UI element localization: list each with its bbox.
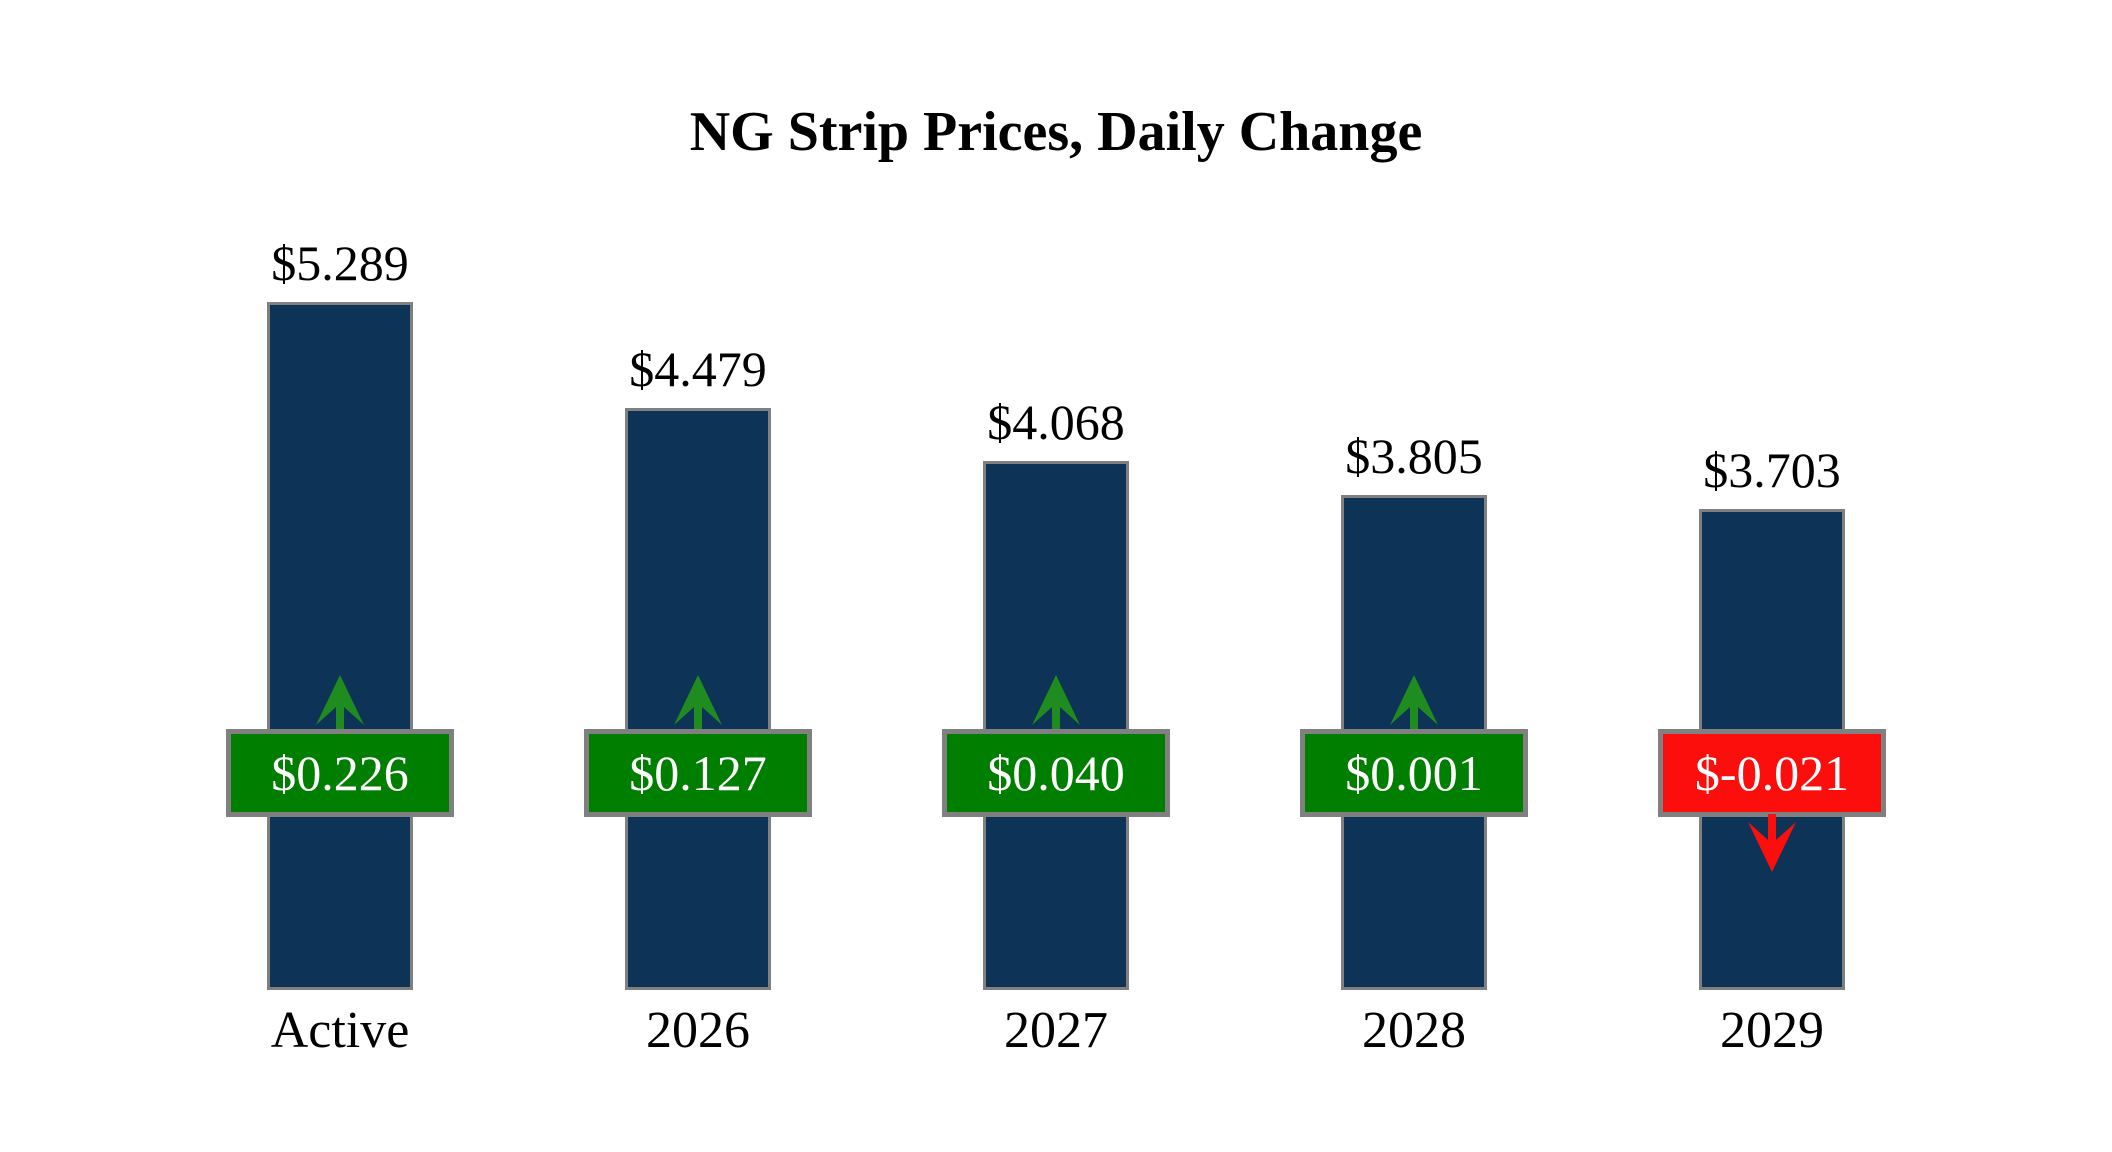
up-arrow-icon [670, 675, 726, 733]
daily-change-label: $0.040 [987, 745, 1125, 801]
daily-change-box: $0.001 [1300, 729, 1528, 817]
axis-label: 2026 [646, 1002, 750, 1059]
axis-label: 2027 [1004, 1002, 1108, 1059]
daily-change-label: $-0.021 [1694, 745, 1850, 801]
daily-change-box: $0.226 [226, 729, 454, 817]
daily-change-box: $-0.021 [1658, 729, 1886, 817]
bar-group-2028: $3.805 $0.001 2028 [1235, 0, 1593, 1152]
daily-change-label: $0.001 [1345, 745, 1483, 801]
bar-group-2026: $4.479 $0.127 2026 [519, 0, 877, 1152]
price-label: $4.068 [987, 394, 1125, 450]
daily-change-label: $0.127 [629, 745, 767, 801]
down-arrow-icon [1744, 814, 1800, 872]
price-label: $4.479 [629, 341, 767, 397]
price-label: $3.805 [1345, 428, 1483, 484]
axis-label: 2028 [1362, 1002, 1466, 1059]
up-arrow-icon [312, 675, 368, 733]
chart-title: NG Strip Prices, Daily Change [689, 101, 1423, 163]
daily-change-box: $0.040 [942, 729, 1170, 817]
axis-label: Active [270, 1002, 410, 1059]
price-label: $5.289 [271, 235, 409, 291]
price-label: $3.703 [1703, 442, 1841, 498]
daily-change-label: $0.226 [271, 745, 409, 801]
daily-change-box: $0.127 [584, 729, 812, 817]
axis-label: 2029 [1720, 1002, 1824, 1059]
up-arrow-icon [1386, 675, 1442, 733]
price-bar [267, 302, 413, 990]
bar-group-2029: $3.703 $-0.021 2029 [1593, 0, 1951, 1152]
up-arrow-icon [1028, 675, 1084, 733]
bar-group-active: $5.289 $0.226 Active [161, 0, 519, 1152]
bar-group-2027: $4.068 $0.040 2027 [877, 0, 1235, 1152]
